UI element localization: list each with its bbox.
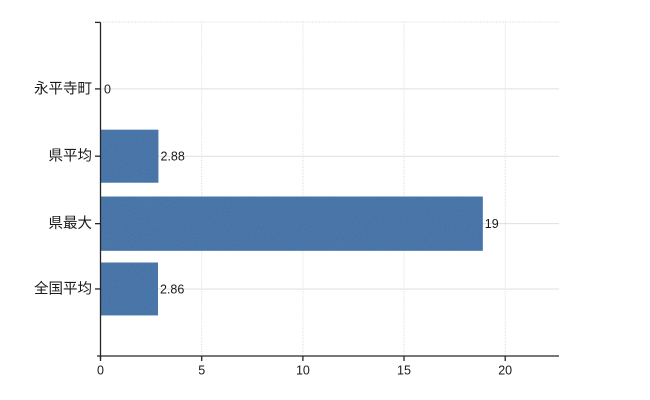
- svg-text:2.88: 2.88: [161, 150, 185, 164]
- svg-text:全国平均: 全国平均: [34, 279, 92, 297]
- svg-text:15: 15: [397, 363, 411, 377]
- svg-text:県平均: 県平均: [49, 148, 93, 165]
- svg-text:19: 19: [485, 217, 499, 231]
- svg-text:0: 0: [97, 363, 104, 377]
- svg-text:永平寺町: 永平寺町: [34, 80, 92, 97]
- svg-text:0: 0: [104, 82, 111, 96]
- svg-text:5: 5: [198, 363, 205, 377]
- svg-text:10: 10: [296, 363, 310, 377]
- svg-text:県最大: 県最大: [49, 215, 93, 232]
- svg-text:2.86: 2.86: [160, 282, 184, 296]
- svg-text:20: 20: [498, 363, 512, 377]
